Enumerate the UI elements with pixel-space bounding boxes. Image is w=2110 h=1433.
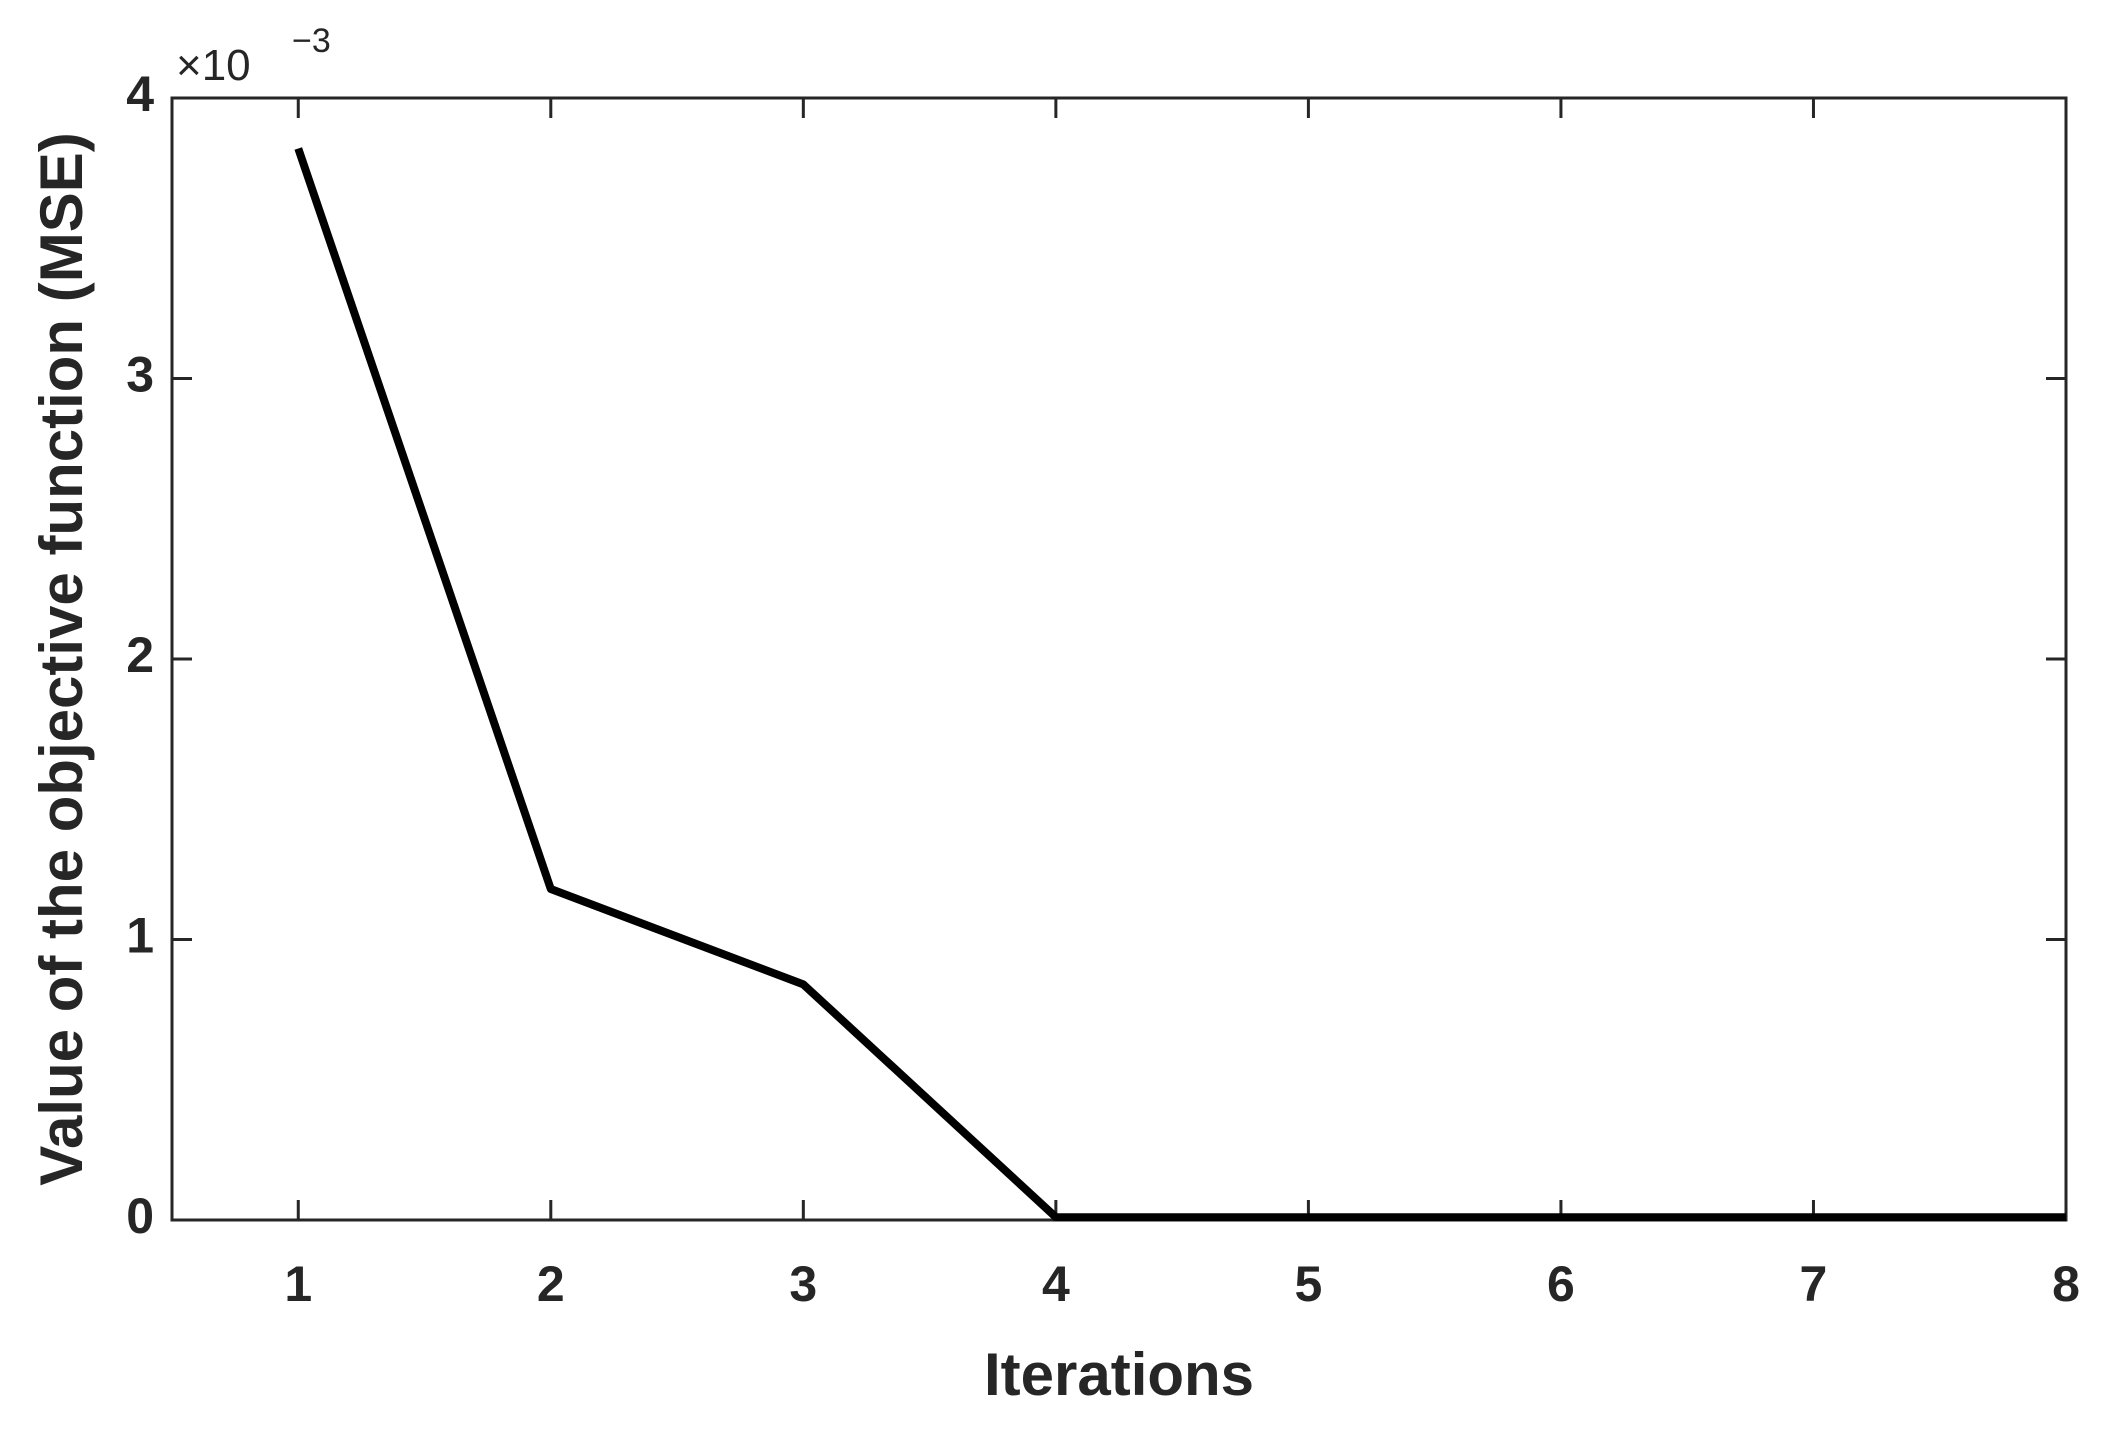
- x-axis-label: Iterations: [984, 1341, 1254, 1408]
- x-tick-label: 5: [1294, 1256, 1322, 1312]
- x-tick-label: 4: [1042, 1256, 1070, 1312]
- y-multiplier-exponent: −3: [292, 22, 331, 60]
- x-tick-label: 8: [2052, 1256, 2080, 1312]
- y-tick-label: 0: [126, 1188, 154, 1244]
- y-tick-label: 3: [126, 347, 154, 403]
- y-tick-label: 2: [126, 627, 154, 683]
- y-tick-label: 1: [126, 908, 154, 964]
- x-tick-label: 7: [1800, 1256, 1828, 1312]
- y-tick-label: 4: [126, 66, 154, 122]
- x-tick-label: 6: [1547, 1256, 1575, 1312]
- x-tick-label: 2: [537, 1256, 565, 1312]
- y-axis-label: Value of the objective function (MSE): [28, 132, 95, 1185]
- data-line: [294, 147, 2066, 1222]
- x-tick-label: 1: [284, 1256, 312, 1312]
- x-tick-label: 3: [789, 1256, 817, 1312]
- y-multiplier: ×10: [176, 41, 251, 90]
